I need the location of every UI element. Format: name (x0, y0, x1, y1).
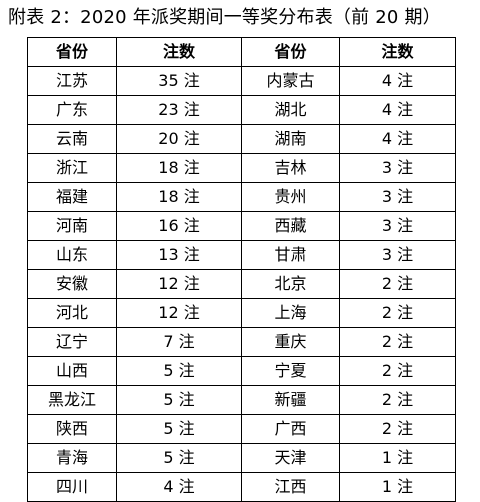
cell-count-right: 4 注 (339, 95, 456, 125)
table-row: 福建 18 注贵州 3 注 (27, 182, 456, 212)
cell-count-right: 2 注 (339, 414, 456, 444)
cell-count-right: 2 注 (339, 298, 456, 328)
cell-province-right: 新疆 (241, 385, 340, 415)
cell-count-left: 12 注 (116, 298, 242, 328)
cell-count-left: 18 注 (116, 153, 242, 183)
cell-count-left: 13 注 (116, 240, 242, 270)
cell-province-left: 云南 (27, 124, 117, 154)
cell-count-right: 2 注 (339, 356, 456, 386)
cell-province-left: 河南 (27, 211, 117, 241)
cell-province-left: 辽宁 (27, 327, 117, 357)
cell-count-right: 3 注 (339, 240, 456, 270)
cell-count-left: 35 注 (116, 66, 242, 96)
header-province-right: 省份 (241, 37, 340, 67)
cell-province-left: 陕西 (27, 414, 117, 444)
cell-count-left: 16 注 (116, 211, 242, 241)
cell-count-left: 18 注 (116, 182, 242, 212)
distribution-table: 省份 注数 省份 注数 江苏 35 注内蒙古 4 注广东 23 注湖北 4 注云南 20 … (27, 37, 456, 502)
cell-province-left: 广东 (27, 95, 117, 125)
cell-count-right: 2 注 (339, 269, 456, 299)
cell-count-right: 1 注 (339, 443, 456, 473)
cell-province-right: 湖北 (241, 95, 340, 125)
cell-province-left: 黑龙江 (27, 385, 117, 415)
cell-province-right: 西藏 (241, 211, 340, 241)
cell-province-right: 甘肃 (241, 240, 340, 270)
cell-count-left: 5 注 (116, 443, 242, 473)
cell-count-left: 7 注 (116, 327, 242, 357)
cell-province-right: 江西 (241, 472, 340, 502)
table-row: 山东 13 注甘肃 3 注 (27, 240, 456, 270)
cell-count-left: 5 注 (116, 414, 242, 444)
cell-province-left: 安徽 (27, 269, 117, 299)
cell-count-left: 23 注 (116, 95, 242, 125)
cell-province-right: 内蒙古 (241, 66, 340, 96)
cell-count-left: 4 注 (116, 472, 242, 502)
cell-province-left: 山西 (27, 356, 117, 386)
cell-province-right: 北京 (241, 269, 340, 299)
cell-count-left: 20 注 (116, 124, 242, 154)
table-row: 山西 5 注宁夏 2 注 (27, 356, 456, 386)
cell-count-right: 3 注 (339, 211, 456, 241)
cell-province-right: 天津 (241, 443, 340, 473)
table-row: 河南 16 注西藏 3 注 (27, 211, 456, 241)
cell-province-left: 河北 (27, 298, 117, 328)
table-row: 江苏 35 注内蒙古 4 注 (27, 66, 456, 96)
cell-count-left: 5 注 (116, 385, 242, 415)
cell-count-left: 12 注 (116, 269, 242, 299)
cell-count-right: 3 注 (339, 182, 456, 212)
header-row: 省份 注数 省份 注数 (27, 37, 456, 67)
cell-province-right: 广西 (241, 414, 340, 444)
table-row: 陕西 5 注广西 2 注 (27, 414, 456, 444)
cell-province-left: 四川 (27, 472, 117, 502)
cell-province-left: 江苏 (27, 66, 117, 96)
cell-count-right: 2 注 (339, 385, 456, 415)
cell-count-right: 2 注 (339, 327, 456, 357)
cell-province-right: 重庆 (241, 327, 340, 357)
table-row: 安徽 12 注北京 2 注 (27, 269, 456, 299)
cell-province-right: 吉林 (241, 153, 340, 183)
table-row: 四川 4 注江西 1 注 (27, 472, 456, 502)
cell-province-right: 上海 (241, 298, 340, 328)
cell-province-left: 浙江 (27, 153, 117, 183)
cell-province-left: 青海 (27, 443, 117, 473)
cell-province-right: 贵州 (241, 182, 340, 212)
header-count-left: 注数 (116, 37, 242, 67)
table-row: 黑龙江 5 注新疆 2 注 (27, 385, 456, 415)
cell-count-right: 4 注 (339, 124, 456, 154)
table-row: 青海 5 注天津 1 注 (27, 443, 456, 473)
cell-count-right: 1 注 (339, 472, 456, 502)
table-row: 河北 12 注上海 2 注 (27, 298, 456, 328)
cell-province-right: 湖南 (241, 124, 340, 154)
table-row: 广东 23 注湖北 4 注 (27, 95, 456, 125)
cell-province-left: 福建 (27, 182, 117, 212)
cell-count-right: 4 注 (339, 66, 456, 96)
table-title: 附表 2：2020 年派奖期间一等奖分布表（前 20 期） (8, 7, 441, 28)
table-body: 江苏 35 注内蒙古 4 注广东 23 注湖北 4 注云南 20 注湖南 4 注浙江 18 注… (27, 66, 456, 502)
header-count-right: 注数 (339, 37, 456, 67)
table-row: 浙江 18 注吉林 3 注 (27, 153, 456, 183)
cell-count-left: 5 注 (116, 356, 242, 386)
table-row: 云南 20 注湖南 4 注 (27, 124, 456, 154)
cell-province-right: 宁夏 (241, 356, 340, 386)
header-province-left: 省份 (27, 37, 117, 67)
cell-province-left: 山东 (27, 240, 117, 270)
cell-count-right: 3 注 (339, 153, 456, 183)
table-row: 辽宁 7 注重庆 2 注 (27, 327, 456, 357)
